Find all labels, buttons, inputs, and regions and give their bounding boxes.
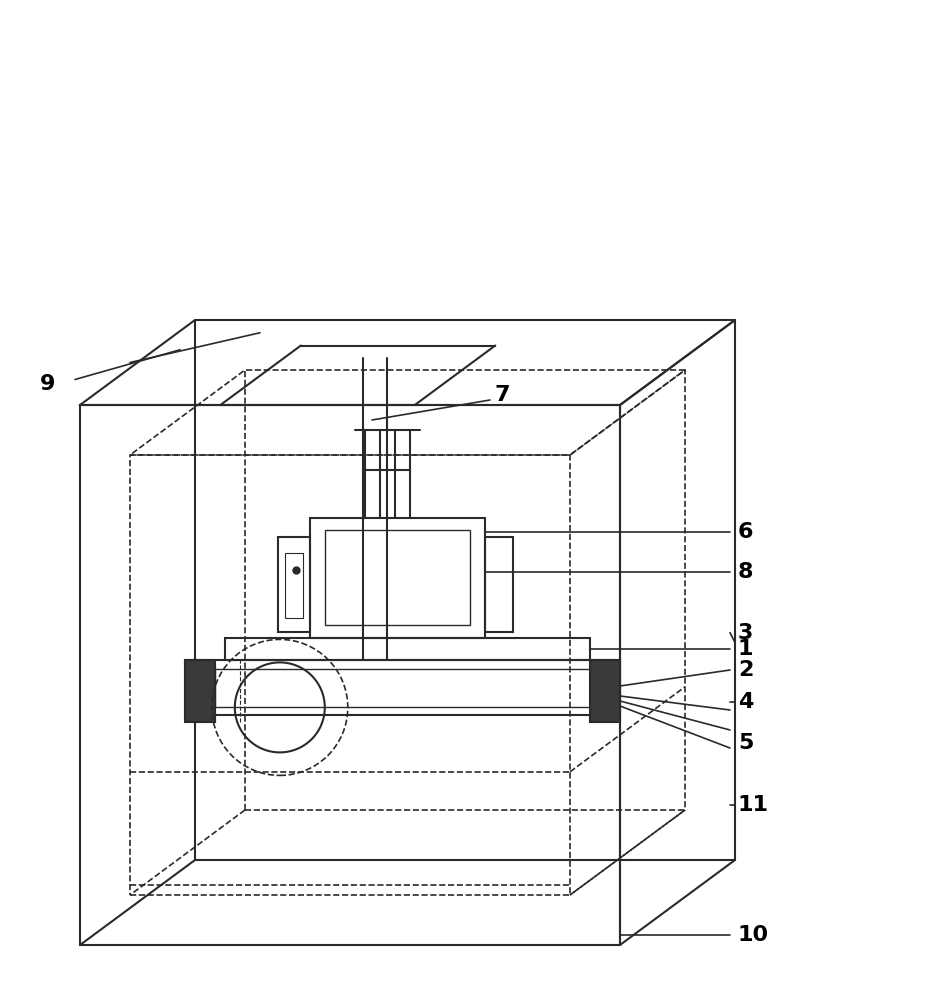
Bar [285, 553, 303, 618]
Bar [185, 660, 215, 722]
Bar [309, 518, 485, 638]
Bar [485, 537, 512, 632]
Bar [129, 455, 569, 895]
Bar [589, 660, 620, 722]
Text: 9: 9 [40, 374, 55, 394]
Text: 2: 2 [737, 660, 753, 680]
Text: 1: 1 [737, 639, 753, 659]
Text: 4: 4 [737, 692, 753, 712]
Bar [215, 669, 589, 707]
Bar [80, 405, 620, 945]
Text: 7: 7 [494, 385, 510, 405]
Bar [225, 638, 589, 660]
Text: 6: 6 [737, 522, 753, 542]
Text: 11: 11 [737, 795, 768, 815]
Bar [278, 537, 309, 632]
Text: 10: 10 [737, 925, 768, 945]
Text: 3: 3 [737, 623, 753, 643]
Text: 8: 8 [737, 562, 753, 582]
Bar [325, 530, 469, 625]
Text: 5: 5 [737, 733, 753, 753]
Bar [185, 660, 620, 715]
